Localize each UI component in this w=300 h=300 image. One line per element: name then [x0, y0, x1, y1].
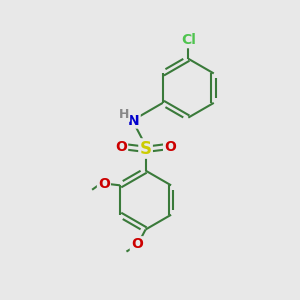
- Text: O: O: [131, 237, 143, 251]
- Text: O: O: [115, 140, 127, 154]
- Text: N: N: [128, 114, 140, 128]
- Text: O: O: [164, 140, 176, 154]
- Text: H: H: [119, 108, 130, 121]
- Text: S: S: [140, 140, 152, 158]
- Text: Cl: Cl: [181, 33, 196, 47]
- Text: O: O: [98, 177, 110, 191]
